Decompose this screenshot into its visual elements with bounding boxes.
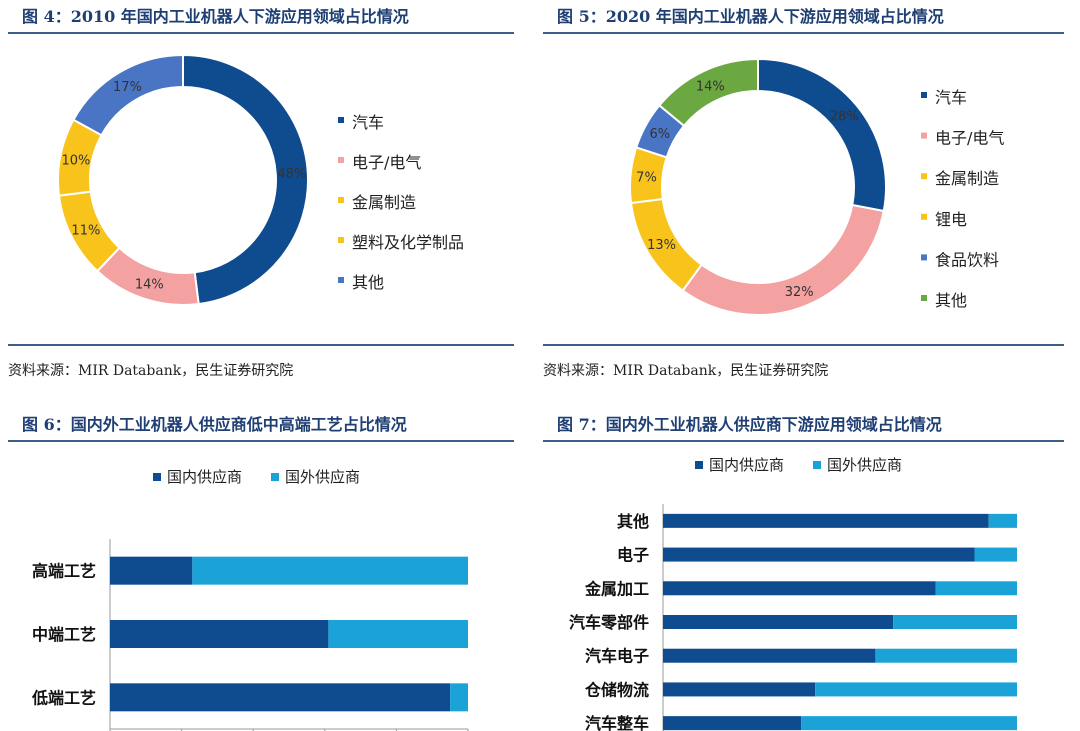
bar-2-2-1 [450,683,468,712]
donut-value-label-1-3: 7% [636,170,657,185]
figure-5-title: 图 5：2020 年国内工业机器人下游应用领域占比情况 [543,0,1064,34]
figure-5-panel: 图 5：2020 年国内工业机器人下游应用领域占比情况 28% 32% 13% 7% 6… [543,0,1064,390]
category-label-3-5: 仓储物流 [584,680,649,699]
category-label-2-0: 高端工艺 [32,562,96,581]
donut-slice-0-0 [182,53,309,306]
category-label-3-6: 汽车整车 [585,714,649,731]
category-label-3-3: 汽车零部件 [569,613,649,632]
donut-value-label-0-1: 14% [135,278,164,293]
category-label-2-1: 中端工艺 [32,625,96,644]
legend-swatch-0-4 [338,277,344,283]
figure-6-panel: 图 6：国内外工业机器人供应商低中高端工艺占比情况 国内供应商国外供应商0%20… [8,408,514,731]
legend-label-1-4: 食品饮料 [935,250,999,269]
bar-3-6-1 [801,716,1017,731]
figure-5-source: 资料来源：MIR Databank，民生证券研究院 [543,363,829,379]
category-label-3-1: 电子 [617,546,649,565]
figure-4-panel: 图 4：2010 年国内工业机器人下游应用领域占比情况 48% 14% 11% 10%… [8,0,514,390]
donut-value-label-1-4: 6% [650,127,671,142]
figure-5-bottom-rule [543,344,1064,346]
bar-3-5-1 [815,682,1017,697]
bar-3-3-0 [663,615,894,629]
donut-slice-1-0 [757,57,887,213]
bar-3-0-1 [988,513,1017,528]
category-label-3-2: 金属加工 [584,579,649,598]
figure-7-panel: 图 7：国内外工业机器人供应商下游应用领域占比情况 国内供应商 国外供应商其他电子… [543,408,1064,731]
legend-swatch-1-1 [921,132,927,139]
legend-label-2-1: 国外供应商 [285,468,360,486]
bar-3-4-1 [875,648,1017,663]
bar-3-4-0 [663,648,876,663]
legend-swatch-1-4 [921,254,927,261]
bar-3-1-0 [663,547,975,562]
legend-swatch-1-5 [921,295,927,301]
donut-value-label-0-2: 11% [71,223,100,238]
legend-swatch-0-1 [338,157,344,163]
legend-label-0-0: 汽车 [352,113,384,132]
donut-value-label-1-2: 13% [647,238,676,253]
legend-label-1-1: 电子/电气 [935,129,1004,148]
legend-swatch-1-0 [921,92,927,98]
category-label-3-4: 汽车电子 [585,647,649,666]
donut-value-label-1-0: 28% [830,110,859,125]
donut-slice-0-4 [72,53,184,137]
legend-swatch-0-3 [338,237,344,243]
legend-swatch-1-3 [921,213,927,220]
legend-label-0-4: 其他 [352,273,384,292]
legend-swatch-0-2 [338,197,344,203]
bar-2-0-0 [110,556,193,585]
legend-label-2-0: 国内供应商 [167,468,242,486]
figure-4-title: 图 4：2010 年国内工业机器人下游应用领域占比情况 [8,0,514,34]
donut-value-label-0-3: 10% [61,154,90,169]
bar-3-5-0 [663,682,816,697]
bar-3-0-0 [663,513,989,528]
bar-2-1-1 [328,620,468,648]
legend-label-0-3: 塑料及化学制品 [352,233,464,252]
legend-label-0-2: 金属制造 [352,193,416,212]
donut-value-label-0-0: 48% [277,167,306,182]
figure-4-source: 资料来源：MIR Databank，民生证券研究院 [8,363,294,379]
figure-7-title: 图 7：国内外工业机器人供应商下游应用领域占比情况 [543,408,1064,442]
bar-2-1-0 [110,620,329,648]
category-label-2-2: 低端工艺 [31,688,96,707]
legend-label-1-0: 汽车 [935,88,967,107]
donut-value-label-1-5: 14% [696,80,725,95]
legend-swatch-2-0 [153,473,161,481]
legend-swatch-2-1 [271,473,279,481]
bar-3-6-0 [663,716,802,731]
legend-label-3-1: 国外供应商 [827,456,902,474]
donut-slice-1-1 [681,203,885,316]
bar-2-2-0 [110,683,451,712]
bar-3-1-1 [974,547,1017,562]
category-label-3-0: 其他 [617,512,649,531]
donut-value-label-1-1: 32% [785,285,814,300]
figure-6-title: 图 6：国内外工业机器人供应商低中高端工艺占比情况 [8,408,514,442]
legend-swatch-0-0 [338,117,344,123]
legend-label-3-0: 国内供应商 [709,456,784,474]
bar-2-0-1 [192,556,468,585]
legend-label-1-3: 锂电 [935,210,967,229]
donut-slice-1-5 [657,57,759,128]
figure-4-bottom-rule [8,344,514,346]
bar-3-3-1 [893,615,1017,629]
bar-3-2-0 [663,581,936,596]
donut-value-label-0-4: 17% [113,80,142,95]
legend-label-0-1: 电子/电气 [352,153,421,172]
legend-label-1-2: 金属制造 [935,169,999,188]
legend-swatch-3-1 [813,461,821,469]
bar-3-2-1 [935,581,1017,596]
legend-label-1-5: 其他 [935,291,967,310]
legend-swatch-3-0 [695,461,703,469]
legend-swatch-1-2 [921,173,927,180]
